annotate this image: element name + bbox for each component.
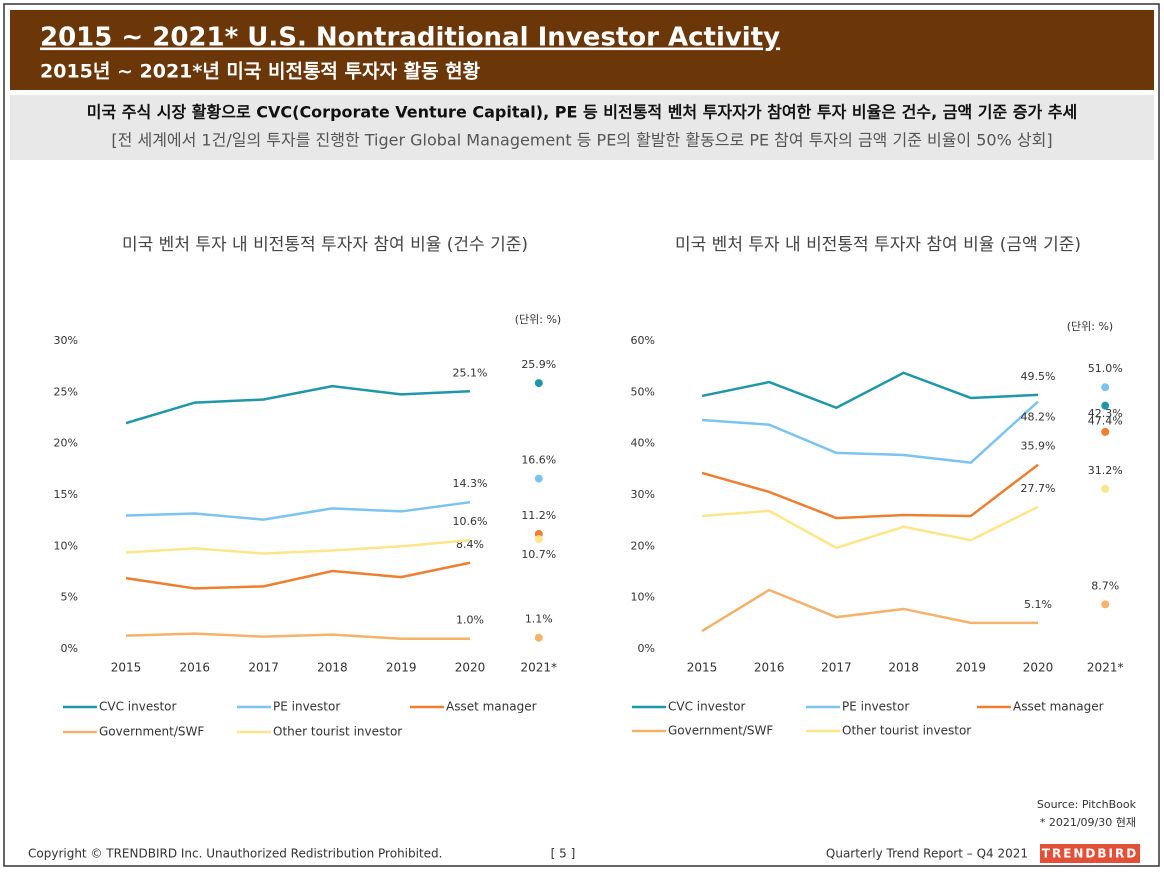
y-tick-label: 60% (631, 334, 655, 347)
copyright: Copyright © TRENDBIRD Inc. Unauthorized … (28, 847, 442, 861)
header-subtitle: 2015년 ~ 2021*년 미국 비전통적 투자자 활동 현황 (40, 60, 481, 83)
value-label: 49.5% (1021, 370, 1056, 383)
legend-label: Government/SWF (668, 724, 773, 738)
series-line (125, 384, 471, 425)
x-tick-label: 2016 (180, 661, 211, 675)
summary-band (10, 95, 1154, 160)
report-name: Quarterly Trend Report – Q4 2021 (826, 847, 1028, 861)
series-dot (1101, 484, 1110, 493)
value-label: 10.7% (521, 548, 556, 561)
value-label: 8.4% (456, 538, 484, 551)
y-tick-label: 10% (54, 539, 78, 552)
source: Source: PitchBook (1037, 798, 1137, 811)
legend-label: PE investor (273, 700, 340, 714)
chart-title: 미국 벤처 투자 내 비전통적 투자자 참여 비율 (건수 기준) (122, 235, 528, 255)
unit-label: (단위: %) (515, 313, 561, 326)
value-label: 31.2% (1088, 464, 1123, 477)
x-tick-label: 2020 (1023, 661, 1054, 675)
y-tick-label: 30% (54, 334, 78, 347)
series-dot (1101, 401, 1110, 410)
series-dot (534, 474, 543, 483)
series-dot (1101, 600, 1110, 609)
series-line (125, 538, 471, 555)
y-tick-label: 20% (631, 539, 655, 552)
value-label: 35.9% (1021, 440, 1056, 453)
x-tick-label: 2019 (956, 661, 987, 675)
value-label: 5.1% (1024, 598, 1052, 611)
legend-label: Government/SWF (99, 725, 204, 739)
series-line (701, 463, 1039, 520)
series-line (701, 400, 1039, 464)
brand: TRENDBIRD (1042, 847, 1138, 861)
y-tick-label: 10% (631, 591, 655, 604)
series-line (701, 371, 1039, 410)
x-tick-label: 2015 (111, 661, 142, 675)
series-line (701, 505, 1039, 550)
value-label: 11.2% (521, 509, 556, 522)
unit-label: (단위: %) (1067, 320, 1113, 333)
value-label: 27.7% (1021, 482, 1056, 495)
y-tick-label: 25% (54, 385, 78, 398)
series-line (125, 500, 471, 521)
legend-label: CVC investor (668, 700, 746, 714)
legend-label: Other tourist investor (842, 724, 971, 738)
y-tick-label: 0% (61, 642, 78, 655)
x-tick-label: 2021* (1087, 661, 1124, 675)
value-label: 51.0% (1088, 362, 1123, 375)
legend-label: Asset manager (1013, 700, 1104, 714)
series-dot (534, 379, 543, 388)
y-tick-label: 5% (61, 591, 78, 604)
series-line (125, 561, 471, 590)
x-tick-label: 2016 (754, 661, 785, 675)
value-label: 10.6% (453, 515, 488, 528)
y-tick-label: 50% (631, 385, 655, 398)
series-line (701, 588, 1038, 633)
value-label: 1.0% (456, 614, 484, 627)
value-label: 48.2% (1021, 411, 1056, 424)
x-tick-label: 2019 (386, 661, 417, 675)
y-tick-label: 15% (54, 488, 78, 501)
legend-label: Other tourist investor (273, 725, 402, 739)
y-tick-label: 40% (631, 437, 655, 450)
value-label: 14.3% (453, 477, 488, 490)
legend-label: PE investor (842, 700, 909, 714)
y-tick-label: 20% (54, 437, 78, 450)
header-title: 2015 ~ 2021* U.S. Nontraditional Investo… (40, 23, 780, 53)
value-label: 8.7% (1091, 579, 1119, 592)
value-label: 42.3% (1088, 407, 1123, 420)
y-tick-label: 0% (638, 642, 655, 655)
brand-box (1040, 844, 1140, 863)
value-label: 47.4% (1088, 415, 1123, 428)
x-tick-label: 2018 (317, 661, 348, 675)
value-label: 25.9% (521, 358, 556, 371)
x-tick-label: 2017 (821, 661, 852, 675)
y-tick-label: 30% (631, 488, 655, 501)
note: * 2021/09/30 현재 (1040, 816, 1136, 829)
series-dot (1101, 383, 1110, 392)
legend-label: CVC investor (99, 700, 177, 714)
summary-line: 미국 주식 시장 활황으로 CVC(Corporate Venture Capi… (87, 103, 1077, 122)
legend-label: Asset manager (446, 700, 537, 714)
series-dot (534, 633, 543, 642)
series-dot (534, 535, 543, 544)
value-label: 16.6% (521, 454, 556, 467)
x-tick-label: 2015 (687, 661, 718, 675)
header-band (10, 10, 1154, 90)
page-border (3, 3, 1160, 867)
series-dot (1101, 427, 1110, 436)
summary-line: [전 세계에서 1건/일의 투자를 진행한 Tiger Global Manag… (111, 131, 1052, 150)
x-tick-label: 2018 (888, 661, 919, 675)
x-tick-label: 2017 (248, 661, 279, 675)
page-number: [ 5 ] (551, 847, 576, 861)
value-label: 25.1% (453, 366, 488, 379)
value-label: 1.1% (525, 613, 553, 626)
series-line (125, 632, 470, 640)
x-tick-label: 2020 (455, 661, 486, 675)
chart-title: 미국 벤처 투자 내 비전통적 투자자 참여 비율 (금액 기준) (675, 235, 1081, 255)
x-tick-label: 2021* (521, 661, 558, 675)
